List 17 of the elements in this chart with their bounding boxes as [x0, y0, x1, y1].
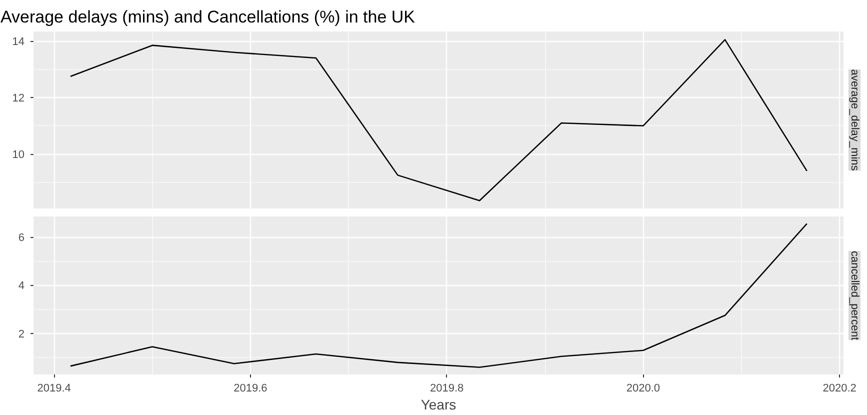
text: average_delay_mins: [848, 69, 860, 172]
chart-title: Average delays (mins) and Cancellations (%) in the UK: [0, 8, 416, 26]
x-tick-label: 2019.6: [234, 382, 268, 394]
x-axis-title: Years: [420, 396, 456, 412]
y-tick-label: 14: [12, 36, 25, 48]
x-tick-label: 2020.2: [822, 382, 856, 394]
line-series: [70, 223, 808, 368]
x-tick-label: 2019.4: [37, 382, 71, 394]
y-tick-label: 6: [18, 232, 25, 244]
x-tick-label: 2020.0: [626, 382, 660, 394]
line-series: [70, 39, 808, 202]
text: cancelled_percent: [848, 250, 860, 340]
y-tick-label: 12: [12, 92, 25, 105]
x-tick-label: 2019.8: [430, 382, 464, 394]
y-tick-label: 2: [18, 328, 25, 340]
y-tick-label: 10: [12, 149, 25, 162]
y-tick-label: 4: [18, 280, 25, 292]
